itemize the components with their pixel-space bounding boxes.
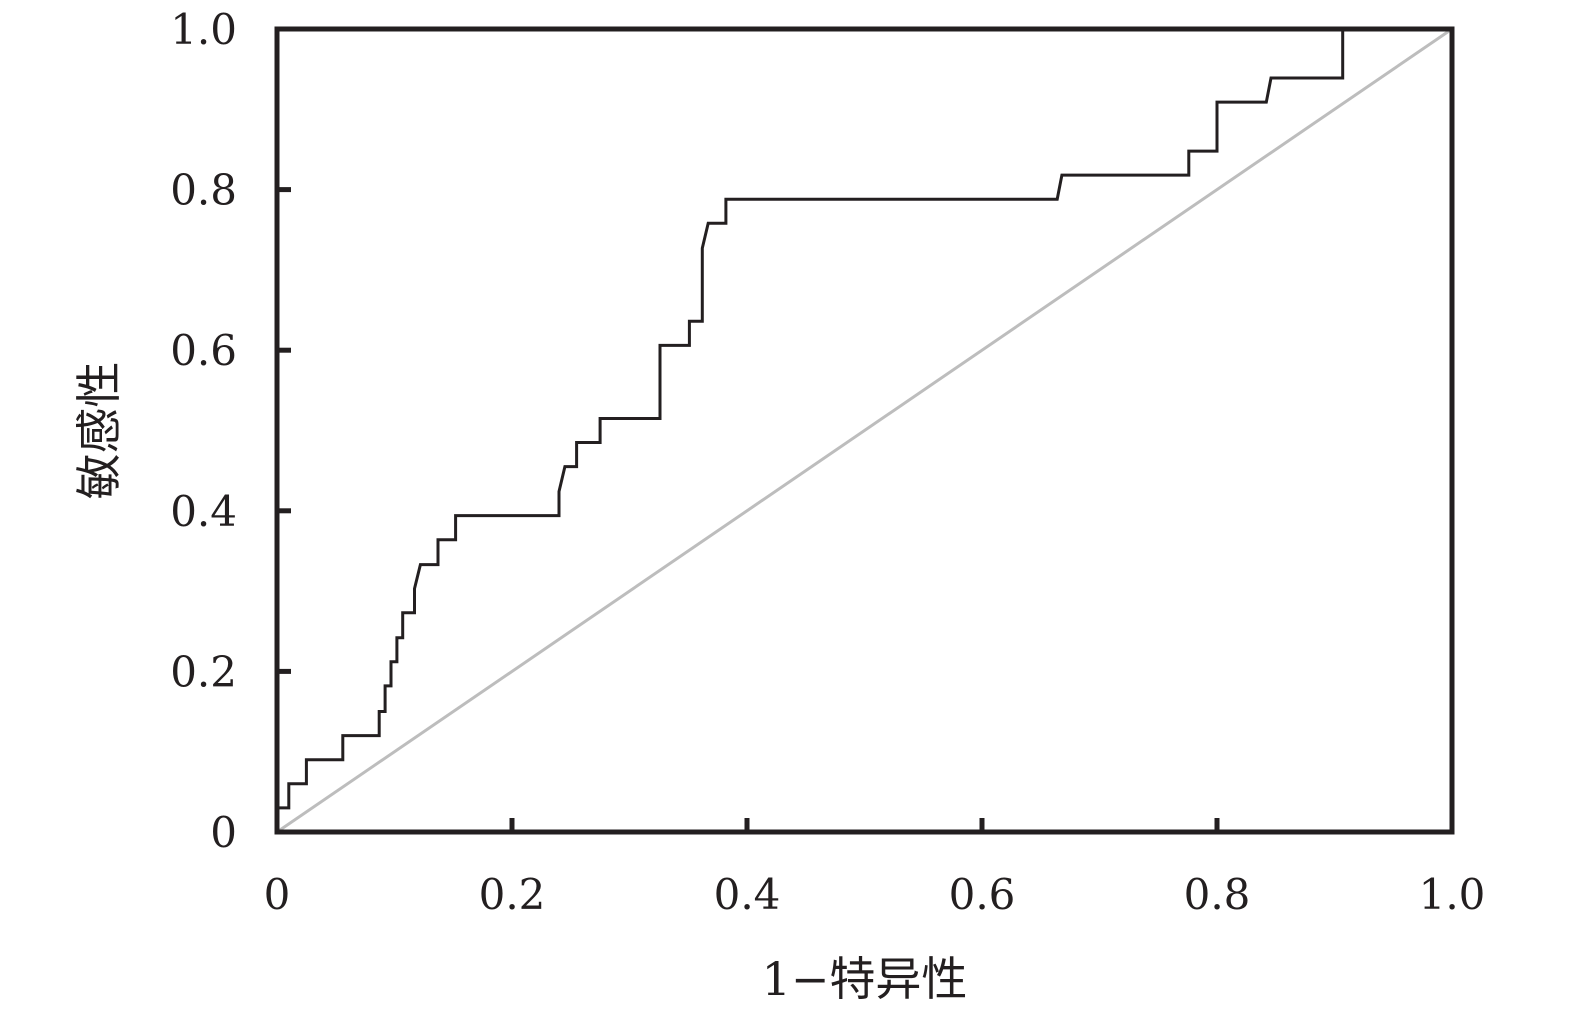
y-tick-label: 0.6 bbox=[170, 326, 237, 375]
x-tick-label: 0.4 bbox=[714, 870, 781, 919]
y-tick-label: 0.8 bbox=[170, 166, 237, 215]
x-tick-label: 0.8 bbox=[1184, 870, 1251, 919]
plot-area bbox=[274, 26, 1455, 835]
roc-curve-line bbox=[277, 29, 1345, 810]
y-tick-label: 0.2 bbox=[170, 647, 237, 696]
y-axis: 0 0.2 0.4 0.6 0.8 1.0 bbox=[170, 5, 291, 857]
x-tick-label: 0 bbox=[264, 870, 291, 919]
reference-diagonal-line bbox=[276, 27, 1453, 834]
x-axis: 0 0.2 0.4 0.6 0.8 1.0 bbox=[264, 818, 1486, 919]
x-tick-label: 0.2 bbox=[479, 870, 546, 919]
y-tick-label: 0.4 bbox=[170, 487, 237, 536]
plot-frame bbox=[274, 26, 1455, 835]
y-tick-label: 0 bbox=[210, 808, 237, 857]
y-tick-label: 1.0 bbox=[170, 5, 237, 54]
x-tick-label: 1.0 bbox=[1419, 870, 1486, 919]
y-axis-title: 敏感性 bbox=[72, 362, 126, 500]
x-tick-label: 0.6 bbox=[949, 870, 1016, 919]
x-axis-title: 1−特异性 bbox=[762, 952, 968, 1006]
